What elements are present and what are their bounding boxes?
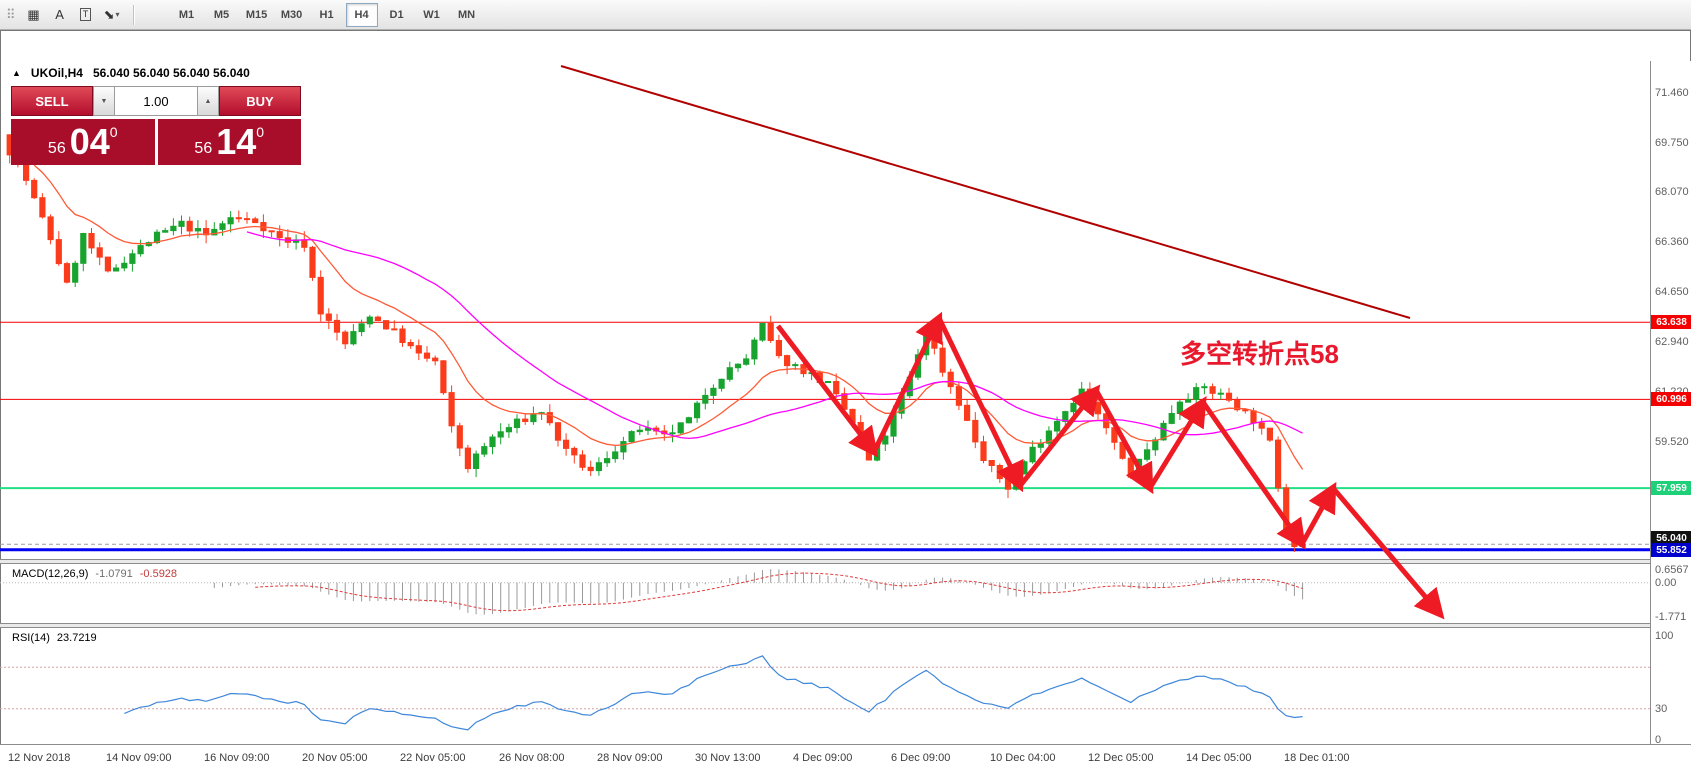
chart-window: ▲ UKOil,H4 56.040 56.040 56.040 56.040 S… (0, 30, 1691, 750)
volume-decrease-button[interactable]: ▼ (93, 86, 115, 116)
time-label-7: 30 Nov 13:00 (695, 752, 760, 764)
time-label-4: 22 Nov 05:00 (400, 752, 465, 764)
ma-fast-line (34, 165, 1302, 469)
level-lines (0, 322, 1650, 550)
price-tick-62.940: 62.940 (1655, 336, 1689, 348)
time-label-11: 12 Dec 05:00 (1088, 752, 1153, 764)
draw-arrows-icon[interactable]: ⬊▾ (99, 3, 125, 27)
volume-input[interactable] (115, 86, 197, 116)
macd-scale-0.6567: 0.6567 (1655, 564, 1689, 576)
ohlc-values: 56.040 56.040 56.040 56.040 (93, 66, 250, 80)
time-label-8: 4 Dec 09:00 (793, 752, 852, 764)
timeframe-m15[interactable]: M15 (241, 3, 273, 27)
annotation-text[interactable]: 多空转折点58 (1180, 334, 1339, 371)
price-tick-71.460: 71.460 (1655, 87, 1689, 99)
price-tick-66.360: 66.360 (1655, 236, 1689, 248)
time-label-13: 18 Dec 01:00 (1284, 752, 1349, 764)
price-tick-59.520: 59.520 (1655, 436, 1689, 448)
trendline (561, 66, 1410, 318)
rsi-title: RSI(14) (12, 632, 50, 644)
dropdown-caret-icon: ▾ (115, 10, 119, 19)
caret-up-icon: ▲ (205, 98, 212, 105)
time-label-0: 12 Nov 2018 (8, 752, 70, 764)
price-label-63.638: 63.638 (1651, 315, 1691, 329)
rsi-scale-100: 100 (1655, 630, 1673, 642)
caret-down-icon: ▼ (101, 98, 108, 105)
timeframe-m5[interactable]: M5 (206, 3, 238, 27)
insert-text-icon[interactable]: A (47, 3, 73, 27)
chart-title: ▲ UKOil,H4 56.040 56.040 56.040 56.040 (12, 66, 250, 80)
time-label-2: 16 Nov 09:00 (204, 752, 269, 764)
buy-button[interactable]: BUY (219, 86, 301, 116)
time-label-6: 28 Nov 09:00 (597, 752, 662, 764)
buy-price-prefix: 56 (194, 140, 212, 165)
macd-indicator-panel[interactable] (0, 564, 1650, 623)
time-label-5: 26 Nov 08:00 (499, 752, 564, 764)
timeframe-m1[interactable]: M1 (171, 3, 203, 27)
macd-header: MACD(12,26,9) -1.0791 -0.5928 (12, 568, 177, 580)
macd-title: MACD(12,26,9) (12, 568, 88, 580)
panel-splitter[interactable] (0, 559, 1691, 564)
rsi-header: RSI(14) 23.7219 (12, 632, 97, 644)
insert-label-icon[interactable]: T (73, 3, 99, 27)
timeframe-d1[interactable]: D1 (381, 3, 413, 27)
time-axis[interactable]: 12 Nov 2018 14 Nov 09:00 16 Nov 09:00 20 No… (0, 744, 1691, 780)
candles-group (7, 134, 1305, 552)
toolbar-drag-handle[interactable]: ⠿ (6, 7, 16, 23)
macd-scale-0.00: 0.00 (1655, 577, 1676, 589)
tick-chart-icon[interactable]: ▦ (21, 3, 47, 27)
macd-scale--1.771: -1.771 (1655, 611, 1686, 623)
volume-increase-button[interactable]: ▲ (197, 86, 219, 116)
time-label-1: 14 Nov 09:00 (106, 752, 171, 764)
sell-price-sup: 0 (110, 119, 118, 140)
timeframe-h4[interactable]: H4 (346, 3, 378, 27)
macd-main-value: -1.0791 (95, 568, 132, 580)
rsi-value: 23.7219 (57, 632, 97, 644)
buy-price-main: 14 (216, 120, 256, 164)
timeframe-h1[interactable]: H1 (311, 3, 343, 27)
sell-price-main: 04 (70, 120, 110, 164)
symbol-title: UKOil,H4 (31, 66, 83, 80)
timeframe-m30[interactable]: M30 (276, 3, 308, 27)
price-tick-68.070: 68.070 (1655, 186, 1689, 198)
time-label-12: 14 Dec 05:00 (1186, 752, 1251, 764)
rsi-indicator-panel[interactable] (0, 628, 1650, 744)
toolbar-separator (133, 5, 135, 25)
price-tick-69.750: 69.750 (1655, 137, 1689, 149)
chart-icon: ▲ (12, 68, 21, 78)
rsi-scale-30: 30 (1655, 703, 1667, 715)
price-label-57.959: 57.959 (1651, 481, 1691, 495)
time-label-10: 10 Dec 04:00 (990, 752, 1055, 764)
panel-splitter[interactable] (0, 623, 1691, 628)
time-label-9: 6 Dec 09:00 (891, 752, 950, 764)
sell-button[interactable]: SELL (11, 86, 93, 116)
price-scale[interactable]: 71.46069.75068.07066.36064.65062.94061.2… (1650, 61, 1691, 744)
price-label-60.996: 60.996 (1651, 392, 1691, 406)
price-label-55.852: 55.852 (1651, 543, 1691, 557)
price-tick-64.650: 64.650 (1655, 286, 1689, 298)
timeframe-w1[interactable]: W1 (416, 3, 448, 27)
sell-price-prefix: 56 (48, 140, 66, 165)
macd-histogram (214, 569, 1302, 614)
timeframe-mn[interactable]: MN (451, 3, 483, 27)
macd-signal-value: -0.5928 (140, 568, 177, 580)
buy-price-sup: 0 (256, 119, 264, 140)
time-label-3: 20 Nov 05:00 (302, 752, 367, 764)
